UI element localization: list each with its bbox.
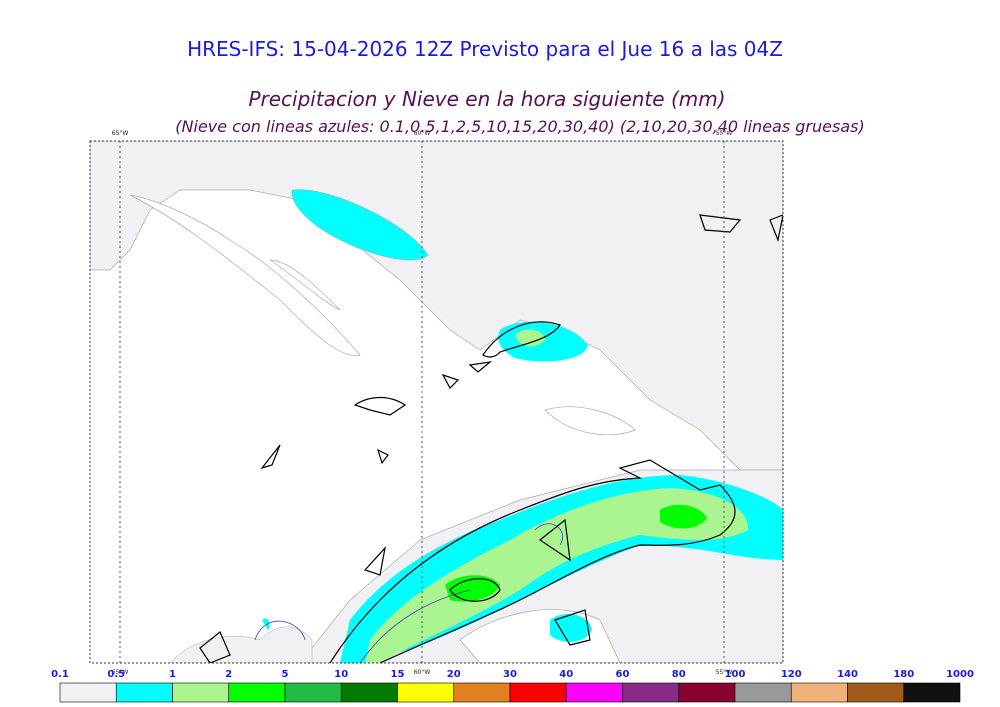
note: (Nieve con lineas azules: 0.1,0.5,1,2,5,…: [175, 117, 864, 136]
colorbar-label: 20: [447, 669, 461, 680]
color-box: [115, 682, 173, 703]
meridian-label: 65°W: [112, 130, 129, 137]
meridian-label: 55°W: [716, 130, 733, 137]
color-box: [340, 682, 398, 703]
colorbar-label: 100: [725, 669, 746, 680]
meridian-label: 60°W: [414, 130, 431, 137]
map: 65°W 65°W 60°W 60°W 55°W 55°W: [89, 130, 784, 676]
colorbar-label: 60: [616, 669, 630, 680]
color-box: [678, 682, 736, 703]
colorbar-label: 1000: [946, 669, 974, 680]
colorbar-label: 0.5: [107, 669, 125, 680]
colorbar-label: 40: [559, 669, 573, 680]
subtitle: Precipitacion y Nieve en la hora siguien…: [248, 87, 725, 111]
color-box: [622, 682, 680, 703]
color-box: [172, 682, 230, 703]
color-box: [453, 682, 511, 703]
color-box: [790, 682, 848, 703]
meridian-label: 65°W: [112, 669, 129, 676]
meridians: [119, 141, 725, 663]
colorbar-label: 120: [781, 669, 802, 680]
color-box: [284, 682, 342, 703]
title: HRES-IFS: 15-04-2026 12Z Previsto para e…: [187, 37, 783, 61]
meridian-label: 55°W: [716, 669, 733, 676]
color-box: [397, 682, 455, 703]
colorbar-label: 80: [672, 669, 686, 680]
colorbar-label: 1: [169, 669, 176, 680]
color-box: [565, 682, 623, 703]
colorbar-label: 15: [391, 669, 405, 680]
color-box: [903, 682, 961, 703]
colorbar-label: 140: [837, 669, 858, 680]
color-box: [59, 682, 117, 703]
colorbar-label: 0.1: [51, 669, 69, 680]
colorbar-label: 2: [225, 669, 232, 680]
color-box: [734, 682, 792, 703]
precip-area: [90, 141, 783, 471]
colorbar: 0.1 0.5 1 2 5 10 15 20 30 40 60 80 100 120 140 180 1000: [51, 669, 974, 703]
meridian-label: 60°W: [414, 669, 431, 676]
colorbar-label: 5: [282, 669, 289, 680]
color-box: [228, 682, 286, 703]
colorbar-label: 180: [893, 669, 914, 680]
colorbar-label: 30: [503, 669, 517, 680]
colorbar-label: 10: [334, 669, 348, 680]
color-box: [509, 682, 567, 703]
color-box: [847, 682, 905, 703]
